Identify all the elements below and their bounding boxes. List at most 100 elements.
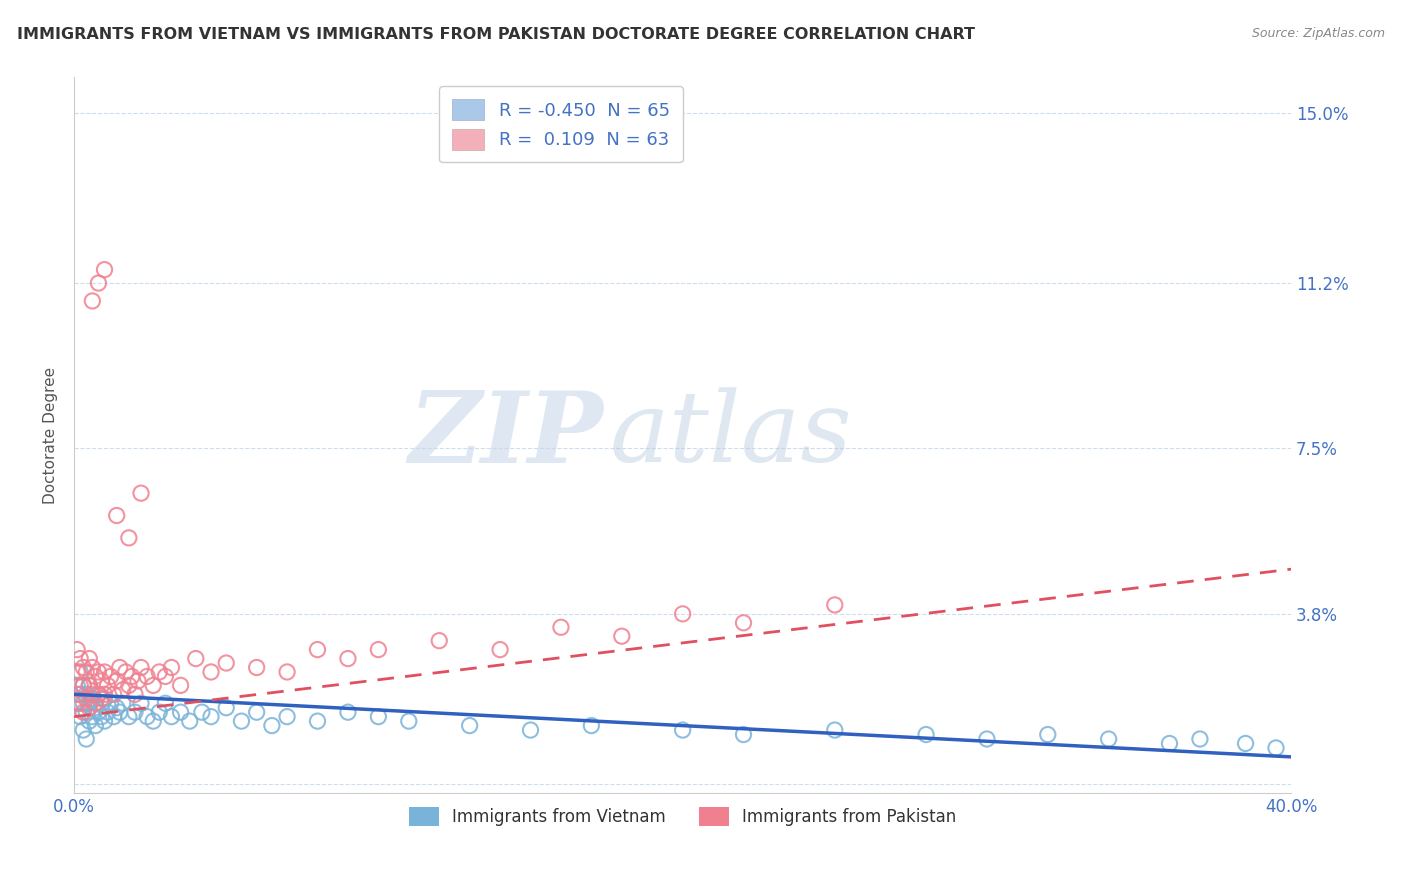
Point <box>246 705 269 719</box>
Point <box>82 660 104 674</box>
Point <box>100 669 122 683</box>
Point <box>129 660 152 674</box>
Point <box>519 723 541 737</box>
Point <box>93 691 115 706</box>
Point <box>84 700 107 714</box>
Point <box>184 651 207 665</box>
Point <box>1036 727 1059 741</box>
Point <box>66 678 89 692</box>
Point <box>1234 737 1257 751</box>
Point <box>142 714 165 728</box>
Point <box>121 669 143 683</box>
Point <box>231 714 253 728</box>
Point <box>1159 737 1181 751</box>
Y-axis label: Doctorate Degree: Doctorate Degree <box>44 367 58 504</box>
Point <box>111 696 134 710</box>
Point <box>93 687 115 701</box>
Point <box>87 705 110 719</box>
Point <box>69 651 91 665</box>
Point <box>69 678 91 692</box>
Text: IMMIGRANTS FROM VIETNAM VS IMMIGRANTS FROM PAKISTAN DOCTORATE DEGREE CORRELATION: IMMIGRANTS FROM VIETNAM VS IMMIGRANTS FR… <box>17 27 974 42</box>
Point <box>87 665 110 679</box>
Point <box>69 709 91 723</box>
Point <box>276 709 298 723</box>
Point <box>200 665 222 679</box>
Point <box>97 705 120 719</box>
Point <box>75 705 97 719</box>
Point <box>610 629 633 643</box>
Point <box>90 709 112 723</box>
Text: ZIP: ZIP <box>409 387 603 483</box>
Point <box>427 633 450 648</box>
Point <box>87 276 110 290</box>
Point <box>87 687 110 701</box>
Point <box>72 723 94 737</box>
Point <box>79 700 101 714</box>
Point <box>148 705 170 719</box>
Point <box>142 678 165 692</box>
Point <box>75 691 97 706</box>
Point <box>90 673 112 688</box>
Point <box>79 714 101 728</box>
Point <box>75 665 97 679</box>
Point <box>75 687 97 701</box>
Point <box>75 731 97 746</box>
Point <box>915 727 938 741</box>
Point <box>72 678 94 692</box>
Point <box>79 696 101 710</box>
Point <box>108 660 131 674</box>
Point <box>160 709 183 723</box>
Point <box>90 696 112 710</box>
Point <box>136 669 159 683</box>
Point <box>118 531 141 545</box>
Point <box>976 731 998 746</box>
Point <box>82 709 104 723</box>
Point <box>458 718 481 732</box>
Point <box>82 691 104 706</box>
Point <box>367 642 389 657</box>
Point <box>127 673 149 688</box>
Point <box>581 718 603 732</box>
Point <box>66 696 89 710</box>
Point <box>79 678 101 692</box>
Point <box>672 723 695 737</box>
Point <box>103 687 125 701</box>
Point <box>276 665 298 679</box>
Point <box>100 696 122 710</box>
Point <box>336 705 359 719</box>
Point <box>114 665 136 679</box>
Point <box>179 714 201 728</box>
Point <box>84 669 107 683</box>
Point <box>155 669 177 683</box>
Point <box>66 642 89 657</box>
Point <box>79 678 101 692</box>
Point <box>79 651 101 665</box>
Point <box>733 727 755 741</box>
Point <box>72 678 94 692</box>
Point <box>733 615 755 630</box>
Point <box>260 718 283 732</box>
Point <box>87 687 110 701</box>
Point <box>118 709 141 723</box>
Point <box>1188 731 1211 746</box>
Point <box>111 682 134 697</box>
Point <box>136 709 159 723</box>
Point <box>93 665 115 679</box>
Point <box>118 678 141 692</box>
Point <box>1265 741 1288 756</box>
Legend: Immigrants from Vietnam, Immigrants from Pakistan: Immigrants from Vietnam, Immigrants from… <box>401 799 965 834</box>
Point <box>97 678 120 692</box>
Point <box>93 714 115 728</box>
Point <box>148 665 170 679</box>
Point <box>398 714 420 728</box>
Point <box>169 705 191 719</box>
Point <box>82 293 104 308</box>
Point <box>69 665 91 679</box>
Point <box>72 696 94 710</box>
Text: atlas: atlas <box>610 387 852 483</box>
Point <box>105 673 128 688</box>
Point <box>103 709 125 723</box>
Point <box>69 687 91 701</box>
Point <box>84 696 107 710</box>
Point <box>72 705 94 719</box>
